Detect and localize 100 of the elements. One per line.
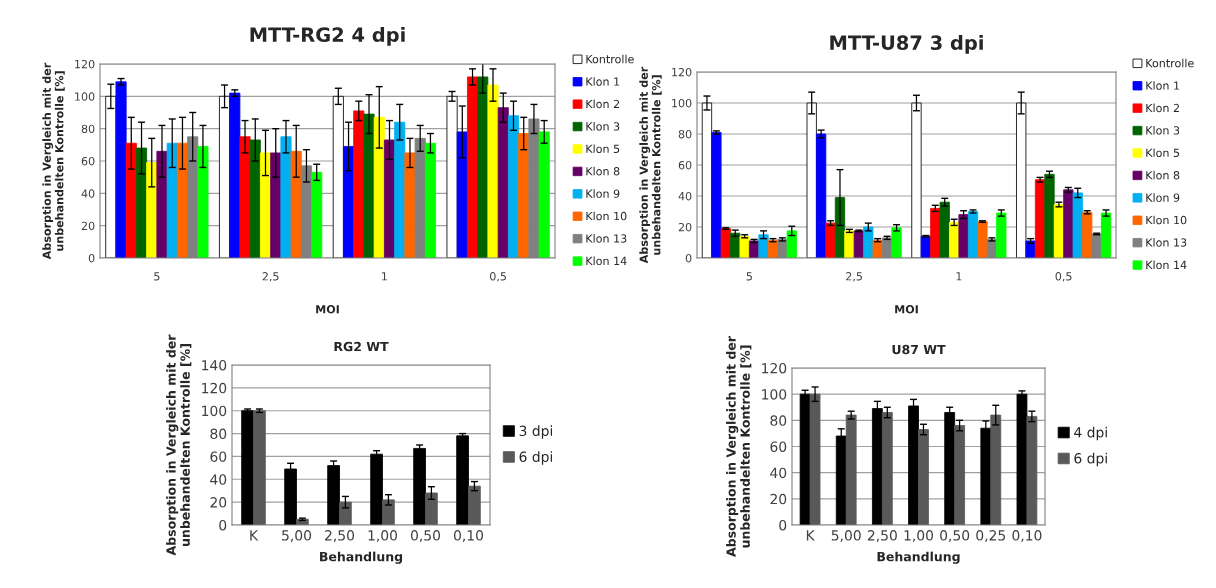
y-tick-label: 40 xyxy=(81,189,95,198)
x-tick-label: 0,5 xyxy=(490,272,506,282)
legend-label: Klon 5 xyxy=(586,144,620,154)
legend-label: Klon 3 xyxy=(586,121,620,131)
legend-label: Klon 10 xyxy=(586,211,627,221)
x-tick-label: 5 xyxy=(154,272,160,281)
legend-label: Klon 3 xyxy=(1146,125,1180,135)
bar xyxy=(954,425,965,525)
bar xyxy=(518,133,530,258)
legend-label: Klon 8 xyxy=(1146,170,1180,180)
x-tick-label: 2,5 xyxy=(262,272,279,282)
bar xyxy=(863,226,874,258)
bar xyxy=(1026,415,1038,525)
y-tick-label: 100 xyxy=(762,389,787,400)
bar xyxy=(958,214,969,258)
bar xyxy=(872,239,883,258)
legend-label: 3 dpi xyxy=(519,425,553,439)
bar xyxy=(229,92,241,258)
bar xyxy=(711,132,722,258)
chart-title: U87 WT xyxy=(892,344,946,355)
bar xyxy=(853,230,864,258)
x-tick-label: 2,50 xyxy=(325,530,355,543)
bar xyxy=(311,171,323,258)
x-tick-label: 0,10 xyxy=(1012,530,1042,543)
x-tick-label: 0,5 xyxy=(1055,272,1072,282)
x-tick-label: 2,50 xyxy=(867,530,897,543)
bar xyxy=(327,465,340,525)
bar xyxy=(809,393,821,525)
bar xyxy=(284,468,297,525)
bar xyxy=(353,110,365,258)
legend-label: 4 dpi xyxy=(1074,426,1107,441)
y-tick-label: 60 xyxy=(210,451,227,462)
legend-label: Klon 10 xyxy=(1146,215,1187,225)
legend-label: Klon 14 xyxy=(586,256,627,266)
x-axis-title: MOI xyxy=(316,305,339,314)
y-tick-label: 40 xyxy=(770,467,787,479)
x-tick-label: 5,00 xyxy=(282,530,312,543)
x-tick-label: 1,00 xyxy=(368,530,398,543)
legend-label: Klon 8 xyxy=(586,166,620,176)
x-tick-label: 1,00 xyxy=(904,530,934,543)
x-tick-label: 0,25 xyxy=(976,530,1006,543)
bar xyxy=(270,152,282,258)
y-tick-label: 120 xyxy=(202,382,227,394)
legend-label: Klon 9 xyxy=(586,189,620,198)
y-tick-label: 60 xyxy=(678,160,692,170)
y-tick-label: 100 xyxy=(202,405,227,417)
bar xyxy=(280,136,292,258)
legend-label: Klon 5 xyxy=(1146,148,1180,158)
x-axis-title: Behandlung xyxy=(320,551,403,564)
bar xyxy=(249,139,261,258)
x-tick-label: 1 xyxy=(382,272,387,281)
bar xyxy=(497,107,509,258)
bar xyxy=(146,162,158,258)
y-tick-label: 0 xyxy=(219,519,227,531)
bar xyxy=(290,150,302,258)
legend-label: 6 dpi xyxy=(519,451,553,465)
bar xyxy=(1044,173,1055,258)
bar xyxy=(466,76,479,258)
bar xyxy=(891,227,902,258)
bar xyxy=(881,412,893,525)
bar xyxy=(425,492,438,525)
bar xyxy=(373,116,385,258)
y-tick-label: 40 xyxy=(210,474,227,485)
y-tick-label: 140 xyxy=(202,359,227,371)
y-tick-label: 0 xyxy=(779,519,787,531)
bar xyxy=(487,84,499,258)
y-tick-label: 120 xyxy=(762,362,787,374)
bar xyxy=(382,499,395,525)
legend-label: 6 dpi xyxy=(1074,452,1107,467)
x-tick-label: 0,10 xyxy=(453,530,484,543)
y-tick-label: 40 xyxy=(678,191,692,201)
legend-label: Kontrolle xyxy=(586,54,634,64)
bar xyxy=(1072,192,1083,258)
bar xyxy=(413,448,426,525)
bar xyxy=(456,131,468,258)
x-tick-label: 0,50 xyxy=(940,530,970,543)
bar xyxy=(786,230,797,258)
bar xyxy=(1063,189,1074,258)
x-tick-label: K xyxy=(806,530,815,541)
bar xyxy=(799,393,811,525)
bar xyxy=(239,136,251,258)
bar xyxy=(720,228,731,258)
y-tick-label: 120 xyxy=(672,67,692,77)
legend-label: Klon 1 xyxy=(1146,81,1180,90)
bar xyxy=(241,410,254,525)
x-tick-label: 2,5 xyxy=(846,272,862,282)
bar xyxy=(918,429,929,525)
bar xyxy=(977,221,988,258)
chart-title: MTT-U87 3 dpi xyxy=(830,35,983,54)
bar xyxy=(394,121,406,258)
bar xyxy=(1100,212,1112,258)
bar xyxy=(253,410,266,525)
bar xyxy=(339,501,352,525)
legend-label: Klon 14 xyxy=(1146,260,1187,270)
y-tick-label: 100 xyxy=(672,98,692,108)
legend-label: Klon 9 xyxy=(1146,193,1180,202)
y-axis-title: Absorption in Vergleich mit der unbehandelten Kontrolle [%] xyxy=(42,62,65,260)
y-tick-label: 20 xyxy=(678,222,692,232)
y-tick-label: 120 xyxy=(75,59,95,69)
legend-label: Kontrolle xyxy=(1146,58,1194,68)
